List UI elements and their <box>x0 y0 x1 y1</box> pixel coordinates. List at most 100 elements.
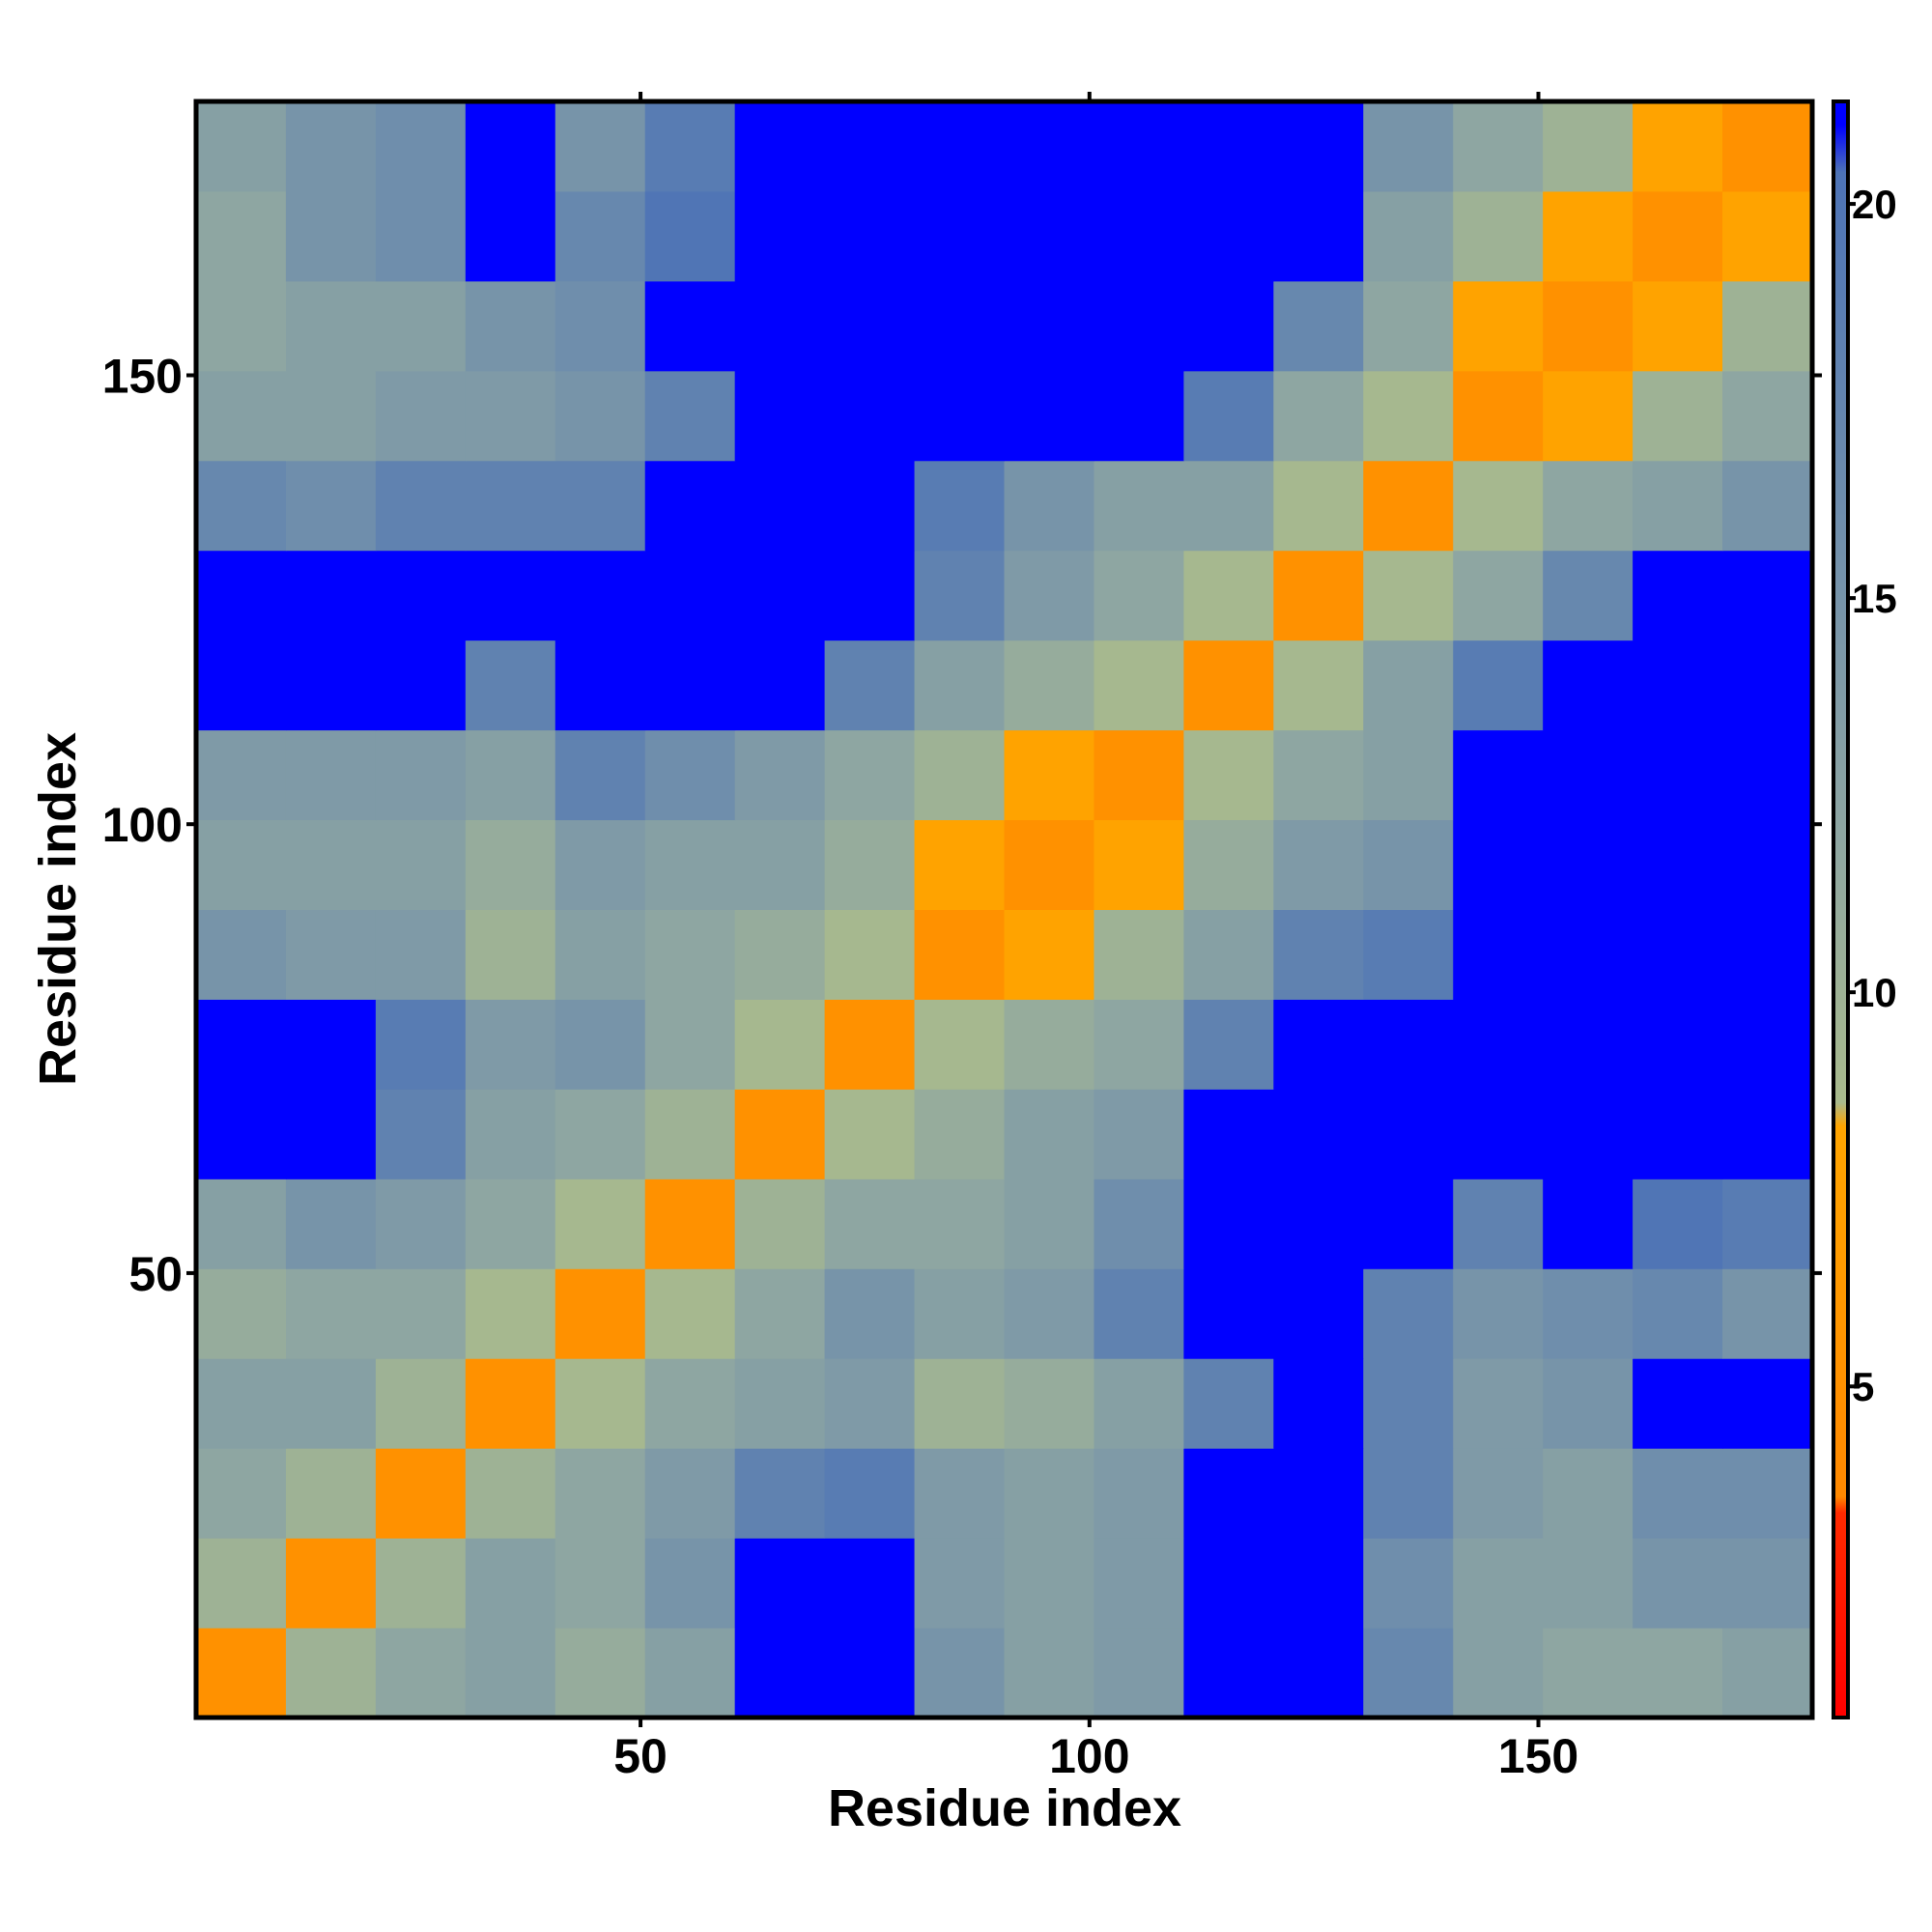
heatmap-cell <box>375 550 467 641</box>
heatmap-cell <box>1183 370 1274 462</box>
heatmap-cell <box>1722 1538 1813 1629</box>
heatmap-cell <box>734 550 826 641</box>
heatmap-cell <box>644 909 736 1000</box>
heatmap-cell <box>1183 101 1274 192</box>
heatmap-cell <box>1004 1358 1094 1449</box>
heatmap-cell <box>1633 280 1723 372</box>
heatmap-cell <box>1004 1538 1094 1629</box>
heatmap-cell <box>1094 999 1184 1090</box>
heatmap-cell <box>375 1628 467 1719</box>
heatmap-cell <box>1453 460 1544 552</box>
heatmap-cell <box>1183 729 1274 821</box>
heatmap-cell <box>644 729 736 821</box>
heatmap-cell <box>1722 370 1813 462</box>
heatmap-cell <box>1543 460 1634 552</box>
heatmap-cell <box>1183 1268 1274 1359</box>
heatmap-cell <box>554 1358 646 1449</box>
heatmap-cell <box>1004 1628 1094 1719</box>
heatmap-cell <box>1633 999 1723 1090</box>
heatmap-cell <box>1004 190 1094 282</box>
heatmap-cell <box>914 1448 1005 1539</box>
heatmap-cell <box>285 1179 377 1269</box>
heatmap-cell <box>554 550 646 641</box>
y-tick-label: 50 <box>128 1247 183 1301</box>
heatmap-cell <box>1363 550 1454 641</box>
heatmap-cell <box>196 1538 287 1629</box>
heatmap-cell <box>914 909 1005 1000</box>
heatmap-cell <box>1273 909 1364 1000</box>
heatmap-cell <box>1004 460 1094 552</box>
heatmap-cell <box>1633 1628 1723 1719</box>
heatmap-cell <box>1543 819 1634 910</box>
heatmap-cell <box>1633 1538 1723 1629</box>
heatmap-cell <box>824 1268 916 1359</box>
heatmap-cell <box>1633 1268 1723 1359</box>
heatmap-cell <box>1363 1358 1454 1449</box>
heatmap-cell <box>1363 1448 1454 1539</box>
heatmap-cell <box>1543 101 1634 192</box>
heatmap-cell <box>734 1628 826 1719</box>
heatmap-cell <box>1363 280 1454 372</box>
heatmap-cell <box>1363 101 1454 192</box>
heatmap-cell <box>375 1448 467 1539</box>
heatmap-cell <box>1273 729 1364 821</box>
heatmap-cell <box>1273 370 1364 462</box>
x-tick-label: 100 <box>1049 1729 1129 1783</box>
heatmap-cell <box>914 280 1005 372</box>
heatmap-cell <box>644 101 736 192</box>
heatmap-cell <box>196 1358 287 1449</box>
heatmap-cell <box>1722 909 1813 1000</box>
heatmap-cell <box>1004 1448 1094 1539</box>
heatmap-cell <box>285 1268 377 1359</box>
heatmap-cell <box>554 1538 646 1629</box>
heatmap-cell <box>734 909 826 1000</box>
heatmap-cell <box>1453 190 1544 282</box>
heatmap-cell <box>375 1358 467 1449</box>
heatmap-cell <box>465 1268 556 1359</box>
heatmap-cell <box>644 1628 736 1719</box>
heatmap-cell <box>1633 1179 1723 1269</box>
heatmap-cell <box>465 819 556 910</box>
heatmap-cell <box>554 1448 646 1539</box>
heatmap-cell <box>375 999 467 1090</box>
heatmap-cell <box>914 101 1005 192</box>
heatmap-cell <box>734 190 826 282</box>
heatmap-cell <box>1273 819 1364 910</box>
heatmap-cell <box>375 1179 467 1269</box>
heatmap-cell <box>1183 999 1274 1090</box>
heatmap-cell <box>1722 1268 1813 1359</box>
heatmap-cell <box>465 999 556 1090</box>
heatmap-cell <box>1094 909 1184 1000</box>
heatmap-cell <box>1633 460 1723 552</box>
x-tick-label: 150 <box>1498 1729 1578 1783</box>
heatmap-cell <box>1633 639 1723 731</box>
heatmap-cell <box>1543 1358 1634 1449</box>
heatmap-cell <box>824 550 916 641</box>
heatmap-cell <box>1273 1538 1364 1629</box>
heatmap-cell <box>644 550 736 641</box>
heatmap-cell <box>1183 550 1274 641</box>
heatmap-cell <box>734 1089 826 1179</box>
heatmap-cell <box>196 1448 287 1539</box>
heatmap-cell <box>1363 190 1454 282</box>
heatmap-cell <box>1453 1448 1544 1539</box>
y-tick-label: 100 <box>102 798 183 852</box>
heatmap-cell <box>824 819 916 910</box>
heatmap-cell <box>914 460 1005 552</box>
heatmap-cell <box>1722 639 1813 731</box>
heatmap-cell <box>1183 819 1274 910</box>
heatmap-cell <box>375 460 467 552</box>
heatmap-cell <box>1183 1628 1274 1719</box>
heatmap-cell <box>1633 1089 1723 1179</box>
heatmap-cell <box>1363 639 1454 731</box>
heatmap-cell <box>1183 1089 1274 1179</box>
heatmap-cell <box>196 101 287 192</box>
heatmap-cell <box>196 729 287 821</box>
heatmap-cell <box>1453 999 1544 1090</box>
heatmap-cell <box>554 819 646 910</box>
heatmap-cell <box>734 1538 826 1629</box>
heatmap-cell <box>1183 1538 1274 1629</box>
heatmap-cell <box>1633 550 1723 641</box>
heatmap-cell <box>644 1538 736 1629</box>
heatmap-cell <box>1633 1448 1723 1539</box>
